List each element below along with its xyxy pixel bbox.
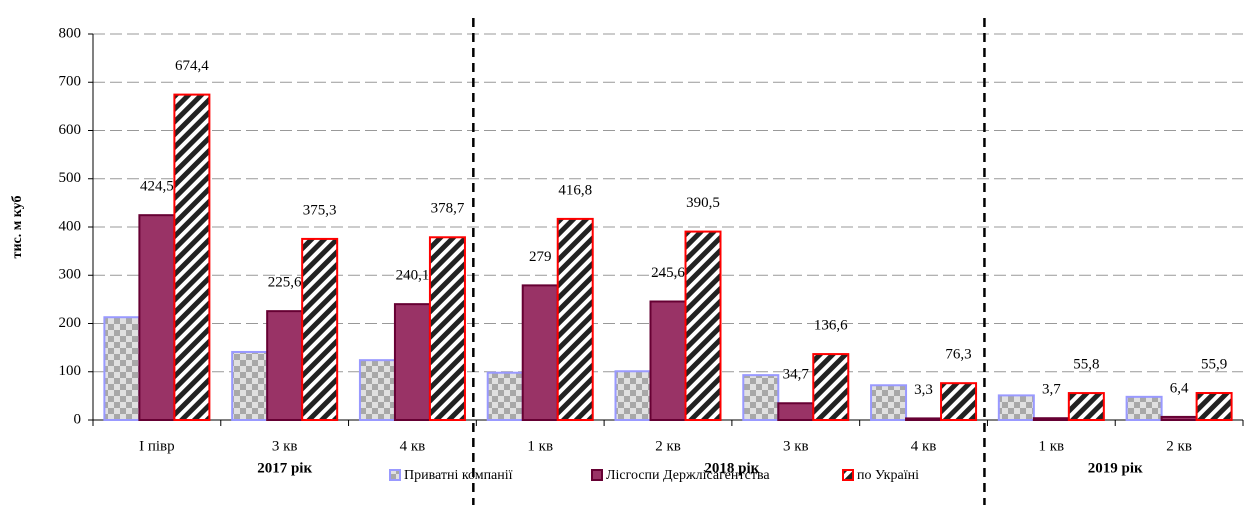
bar — [997, 394, 1035, 421]
value-label: 378,7 — [431, 201, 465, 217]
bar — [1067, 392, 1105, 422]
legend-label: по Україні — [857, 468, 919, 483]
bar — [649, 300, 687, 421]
y-tick-label: 700 — [59, 74, 82, 90]
bar — [301, 237, 339, 421]
bar — [614, 370, 652, 421]
y-tick-label: 100 — [59, 363, 82, 379]
y-tick-label: 500 — [59, 170, 82, 186]
y-tick-label: 400 — [59, 218, 82, 234]
y-axis-title: тис. м куб — [10, 196, 25, 259]
value-label: 279 — [529, 249, 552, 265]
x-tick-label: 1 кв — [1039, 438, 1065, 454]
value-label: 34,7 — [783, 367, 810, 383]
bar — [231, 350, 269, 421]
group-label: 2018 рік — [704, 460, 759, 476]
value-label: 55,8 — [1073, 357, 1099, 373]
x-tick-label: 2 кв — [655, 438, 681, 454]
x-tick-label: І півр — [139, 438, 175, 454]
value-label: 6,4 — [1170, 380, 1189, 396]
bar — [266, 310, 304, 422]
x-tick-label: 2 кв — [1166, 438, 1192, 454]
value-label: 225,6 — [268, 275, 302, 291]
x-tick-label: 1 кв — [527, 438, 553, 454]
x-tick-label: 3 кв — [783, 438, 809, 454]
y-tick-label: 300 — [59, 267, 82, 283]
legend-label: Лісгоспи Держлісагентства — [606, 468, 770, 483]
bar — [428, 236, 466, 421]
bar — [358, 359, 396, 422]
bar — [556, 217, 594, 421]
value-label: 390,5 — [686, 195, 720, 211]
legend-swatch — [591, 469, 603, 481]
value-label: 3,7 — [1042, 382, 1061, 398]
group-label: 2019 рік — [1088, 460, 1143, 476]
y-tick-label: 0 — [74, 411, 82, 427]
y-tick-label: 600 — [59, 122, 82, 138]
x-tick-label: 4 кв — [911, 438, 937, 454]
bar — [940, 382, 978, 421]
value-label: 76,3 — [945, 347, 971, 363]
value-label: 245,6 — [651, 265, 685, 281]
bar — [1160, 415, 1198, 421]
bar — [103, 316, 141, 422]
value-label: 136,6 — [814, 318, 848, 334]
bar — [777, 402, 815, 422]
bar — [138, 214, 176, 421]
bar — [521, 284, 559, 421]
value-label: 3,3 — [914, 382, 933, 398]
group-label: 2017 рік — [257, 460, 312, 476]
bar — [812, 353, 850, 422]
bar — [742, 374, 780, 422]
x-tick-label: 3 кв — [272, 438, 298, 454]
bar — [173, 93, 211, 422]
bar — [905, 417, 943, 421]
value-label: 55,9 — [1201, 356, 1227, 372]
bar — [1195, 392, 1233, 422]
value-label: 416,8 — [558, 182, 592, 198]
y-tick-label: 800 — [59, 25, 82, 41]
bar — [1125, 395, 1163, 421]
value-label: 375,3 — [303, 202, 337, 218]
bar — [684, 230, 722, 421]
bar — [486, 371, 524, 421]
value-label: 240,1 — [396, 268, 430, 284]
legend-label: Приватні компанії — [404, 468, 513, 483]
value-label: 424,5 — [140, 179, 174, 195]
bar — [393, 303, 431, 422]
bar — [870, 384, 908, 422]
x-tick-label: 4 кв — [400, 438, 426, 454]
bar — [1032, 417, 1070, 422]
y-tick-label: 200 — [59, 315, 82, 331]
value-label: 674,4 — [175, 58, 209, 74]
legend-swatch — [389, 469, 401, 481]
legend-swatch — [842, 469, 854, 481]
